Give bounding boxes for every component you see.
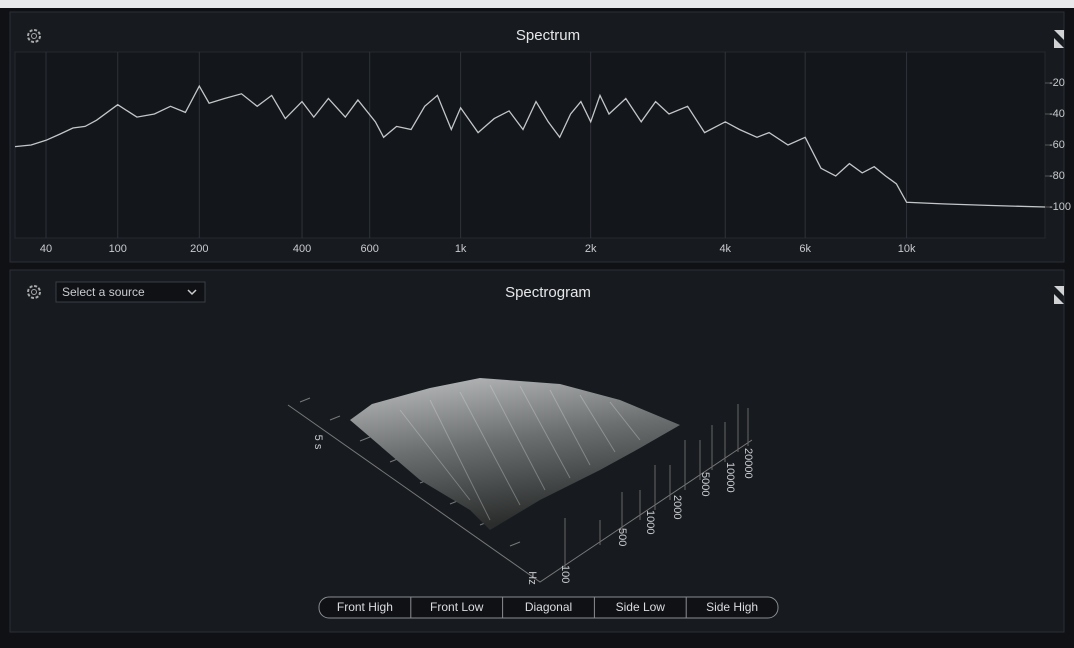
freq-label: 500 <box>616 528 628 546</box>
view-buttons: Front High Front Low Diagonal Side Low Side … <box>318 596 779 619</box>
panel-title: Spectrum <box>516 27 580 44</box>
freq-label: 20000 <box>742 448 754 479</box>
expand-icon[interactable] <box>1054 30 1064 48</box>
freq-label: 100 <box>559 565 571 583</box>
freq-label: 2000 <box>671 495 683 519</box>
hz-label: Hz <box>526 571 538 584</box>
spectrogram-3d: 5 s Hz 100 500 1000 2000 5000 10000 20000 <box>287 378 754 585</box>
y-tick-label: -80 <box>1049 170 1065 182</box>
source-dropdown[interactable]: Select a source <box>55 281 206 303</box>
y-tick-label: -100 <box>1049 201 1071 213</box>
view-button[interactable]: Diagonal <box>525 600 572 614</box>
x-tick-label: 200 <box>190 243 208 255</box>
x-tick-label: 6k <box>799 243 811 255</box>
view-button[interactable]: Side High <box>706 600 758 614</box>
expand-icon[interactable] <box>1054 286 1064 304</box>
freq-label: 1000 <box>644 510 656 534</box>
title-bar <box>0 0 1074 8</box>
x-tick-label: 1k <box>455 243 467 255</box>
panel-title: Spectrogram <box>505 284 591 301</box>
x-tick-label: 600 <box>361 243 379 255</box>
view-button[interactable]: Front Low <box>430 600 484 614</box>
x-tick-label: 100 <box>109 243 127 255</box>
x-tick-label: 2k <box>585 243 597 255</box>
surface <box>350 378 680 530</box>
freq-ticks <box>564 404 749 568</box>
axis-line <box>287 404 753 583</box>
spectrum-plot <box>14 51 1046 239</box>
button-group-frame <box>318 596 779 619</box>
time-label: 5 s <box>312 435 324 450</box>
view-button[interactable]: Side Low <box>616 600 666 614</box>
freq-label: 5000 <box>699 472 711 496</box>
view-button[interactable]: Front High <box>337 600 393 614</box>
settings-icon[interactable] <box>27 285 41 299</box>
x-tick-label: 40 <box>40 243 52 255</box>
x-tick-label: 400 <box>293 243 311 255</box>
x-tick-label: 4k <box>719 243 731 255</box>
y-tick-label: -20 <box>1049 77 1065 89</box>
dropdown-label[interactable]: Select a source <box>62 285 145 299</box>
spectrum-line <box>14 84 1046 208</box>
y-tick-label: -40 <box>1049 108 1065 120</box>
x-tick-label: 10k <box>898 243 916 255</box>
spectrum-chart: 40 100 200 400 600 1k 2k 4k 6k 10k -20 -40 -60 -80 -10… <box>14 52 1071 255</box>
freq-label: 10000 <box>724 462 736 493</box>
surface-ridges <box>399 384 641 521</box>
settings-icon[interactable] <box>27 29 41 43</box>
y-tick-label: -60 <box>1049 139 1065 151</box>
